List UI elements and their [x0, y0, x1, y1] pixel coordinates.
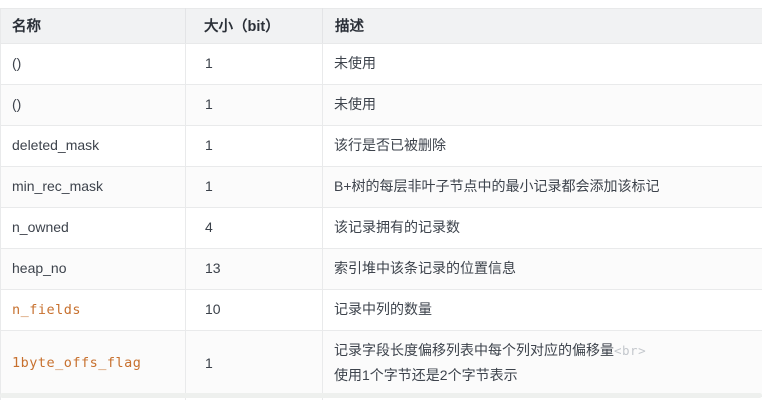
field-name-cell: heap_no: [0, 248, 186, 290]
field-size-cell: 1: [185, 43, 323, 85]
field-description-cell: 记录中列的数量: [322, 289, 762, 331]
table-row: 1byte_offs_flag 1 记录字段长度偏移列表中每个列对应的偏移量<br>…: [0, 330, 762, 397]
literal-br-tag-text: <br>: [614, 343, 647, 358]
table-body: () 1 未使用 () 1 未使用 deleted_mask 1 该行是否已被删除 min_rec…: [0, 43, 762, 400]
table-row: () 1 未使用: [0, 43, 762, 85]
table-row: min_rec_mask 1 B+树的每层非叶子节点中的最小记录都会添加该标记: [0, 166, 762, 208]
description-line: 该行是否已被删除: [334, 133, 750, 158]
description-text: 索引堆中该条记录的位置信息: [334, 260, 516, 276]
field-description-cell: 索引堆中该条记录的位置信息: [322, 248, 762, 290]
field-name-cell: (): [0, 43, 186, 85]
field-name-text: min_rec_mask: [12, 178, 104, 194]
column-header-name: 名称: [0, 8, 186, 44]
field-name-cell: deleted_mask: [0, 125, 186, 167]
column-header-size: 大小（bit）: [185, 8, 323, 44]
description-line: 未使用: [334, 92, 750, 117]
column-header-description: 描述: [322, 8, 762, 44]
field-name-cell: n_owned: [0, 207, 186, 249]
field-name-text: deleted_mask: [12, 137, 100, 153]
table-row: n_owned 4 该记录拥有的记录数: [0, 207, 762, 249]
description-text: 未使用: [334, 55, 376, 71]
field-name-text: heap_no: [12, 260, 67, 276]
record-header-fields-table: 名称 大小（bit） 描述 () 1 未使用() 1 未使用 deleted_mask 1 该…: [0, 8, 762, 400]
field-name-cell: n_fields: [0, 289, 186, 331]
description-text: 记录字段长度偏移列表中每个列对应的偏移量: [334, 342, 614, 358]
description-text: 该行是否已被删除: [334, 137, 446, 153]
field-name-text: n_owned: [12, 219, 69, 235]
field-description-cell: 未使用: [322, 43, 762, 85]
field-name-cell: min_rec_mask: [0, 166, 186, 208]
description-text: 未使用: [334, 96, 376, 112]
field-name-text: (): [12, 96, 22, 112]
description-line: 使用1个字节还是2个字节表示: [334, 363, 750, 388]
field-size-cell: 1: [185, 166, 323, 208]
field-name-cell: 1byte_offs_flag: [0, 330, 186, 397]
field-description-cell: 未使用: [322, 84, 762, 126]
table-row: heap_no 13 索引堆中该条记录的位置信息: [0, 248, 762, 290]
field-description-cell: B+树的每层非叶子节点中的最小记录都会添加该标记: [322, 166, 762, 208]
field-size-cell: 1: [185, 125, 323, 167]
description-line: 记录字段长度偏移列表中每个列对应的偏移量<br>: [334, 338, 750, 363]
field-size-cell: 13: [185, 248, 323, 290]
field-description-cell: 记录字段长度偏移列表中每个列对应的偏移量<br> 使用1个字节还是2个字节表示: [322, 330, 762, 397]
field-description-cell: 该记录拥有的记录数: [322, 207, 762, 249]
description-line: 未使用: [334, 51, 750, 76]
field-size-cell: 1: [185, 84, 323, 126]
field-size-cell: 10: [185, 289, 323, 331]
table-header: 名称 大小（bit） 描述: [0, 8, 762, 44]
field-name-inline-code: 1byte_offs_flag: [12, 355, 142, 371]
field-name-text: (): [12, 55, 22, 71]
table-row: n_fields 10 记录中列的数量: [0, 289, 762, 331]
description-line: 记录中列的数量: [334, 297, 750, 322]
description-line: B+树的每层非叶子节点中的最小记录都会添加该标记: [334, 174, 750, 199]
description-line: 索引堆中该条记录的位置信息: [334, 256, 750, 281]
table-row: deleted_mask 1 该行是否已被删除: [0, 125, 762, 167]
field-size-cell: 1: [185, 330, 323, 397]
description-text: 使用1个字节还是2个字节表示: [334, 367, 518, 383]
page-bottom-strip: [0, 393, 762, 398]
description-text: B+树的每层非叶子节点中的最小记录都会添加该标记: [334, 178, 660, 194]
description-text: 记录中列的数量: [334, 301, 432, 317]
field-name-cell: (): [0, 84, 186, 126]
field-size-cell: 4: [185, 207, 323, 249]
field-description-cell: 该行是否已被删除: [322, 125, 762, 167]
table-row: () 1 未使用: [0, 84, 762, 126]
description-line: 该记录拥有的记录数: [334, 215, 750, 240]
description-text: 该记录拥有的记录数: [334, 219, 460, 235]
field-name-inline-code: n_fields: [12, 301, 82, 318]
header-row: 名称 大小（bit） 描述: [0, 8, 762, 44]
